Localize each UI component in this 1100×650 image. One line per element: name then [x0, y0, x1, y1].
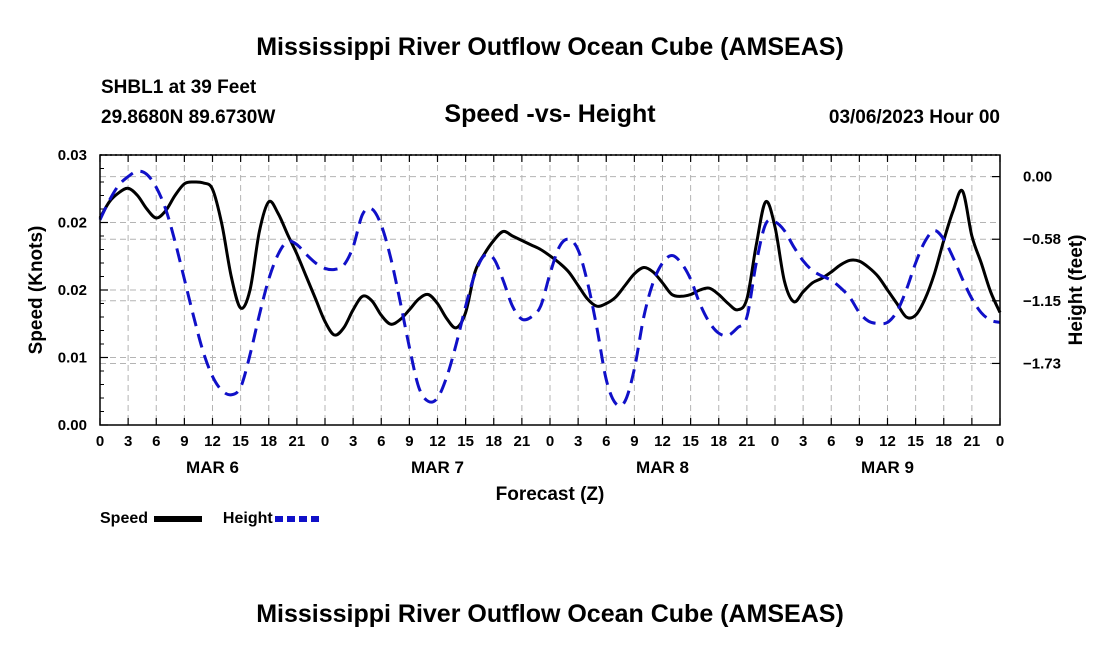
x-tick-label: 3 — [799, 433, 807, 450]
y2-tick-label: −1.73 — [1023, 355, 1061, 372]
x-tick-label: 6 — [377, 433, 385, 450]
x-tick-label: 12 — [429, 433, 446, 450]
x-tick-label: 21 — [739, 433, 756, 450]
footer-title: Mississippi River Outflow Ocean Cube (AM… — [256, 600, 844, 628]
x-tick-label: 15 — [682, 433, 699, 450]
x-tick-label: 21 — [289, 433, 306, 450]
x-tick-label: 0 — [321, 433, 329, 450]
x-tick-label: 0 — [96, 433, 104, 450]
x-tick-label: 9 — [630, 433, 638, 450]
x-tick-label: 0 — [771, 433, 779, 450]
forecast-date: 03/06/2023 Hour 00 — [828, 107, 1000, 128]
x-tick-label: 15 — [232, 433, 249, 450]
x-tick-label: 3 — [574, 433, 582, 450]
legend-speed-label: Speed — [100, 510, 149, 527]
legend-speed-swatch — [154, 515, 203, 522]
day-label: MAR 7 — [411, 458, 464, 477]
y-tick-label: 0.01 — [58, 350, 87, 367]
x-tick-label: 12 — [879, 433, 896, 450]
speed-height-chart: 0 3 6 9 12 15 18 21 0 3 6 9 12 15 18 21 0 3 6 9 12 15 18 21 0 3 6 9… — [26, 147, 1087, 505]
legend-height-label: Height — [222, 510, 273, 527]
y-tick-label: 0.02 — [58, 282, 87, 299]
y2-tick-label: −1.15 — [1023, 293, 1061, 310]
x-tick-label: 12 — [654, 433, 671, 450]
series-line-speed — [98, 180, 1002, 337]
y2-tick-label: −0.58 — [1023, 231, 1061, 248]
legend: Speed Height — [100, 510, 325, 528]
y2-tick-label: 0.00 — [1023, 169, 1052, 186]
x-tick-label: 21 — [964, 433, 981, 450]
x-tick-label: 15 — [907, 433, 924, 450]
series-layer — [98, 169, 1002, 408]
day-label: MAR 8 — [636, 458, 689, 477]
x-tick-label: 18 — [485, 433, 502, 450]
y-tick-label: 0.00 — [58, 417, 87, 434]
x-tick-label: 3 — [124, 433, 132, 450]
axis-ticks: 0 3 6 9 12 15 18 21 0 3 6 9 12 15 18 21 0 3 6 9 12 15 18 21 0 3 6 9… — [58, 147, 1061, 477]
x-axis-label: Forecast (Z) — [496, 484, 605, 505]
station-coordinates: 29.8680N 89.6730W — [101, 107, 276, 128]
y-tick-label: 0.02 — [58, 215, 87, 232]
x-tick-label: 21 — [514, 433, 531, 450]
x-tick-label: 3 — [349, 433, 357, 450]
legend-height-swatch — [274, 515, 323, 522]
x-tick-label: 9 — [855, 433, 863, 450]
x-tick-label: 15 — [457, 433, 474, 450]
y-axis-label: Speed (Knots) — [26, 226, 47, 355]
x-tick-label: 12 — [204, 433, 221, 450]
x-tick-label: 18 — [260, 433, 277, 450]
y2-axis-label: Height (feet) — [1066, 235, 1087, 346]
y-tick-label: 0.03 — [58, 147, 87, 164]
x-tick-label: 9 — [405, 433, 413, 450]
x-tick-label: 6 — [602, 433, 610, 450]
chart-title: Mississippi River Outflow Ocean Cube (AM… — [256, 33, 844, 61]
x-tick-label: 0 — [996, 433, 1004, 450]
grid — [100, 155, 1000, 425]
day-label: MAR 9 — [861, 458, 914, 477]
x-tick-label: 6 — [152, 433, 160, 450]
station-label: SHBL1 at 39 Feet — [101, 77, 257, 98]
chart-subtitle: Speed -vs- Height — [444, 100, 656, 128]
x-tick-label: 18 — [935, 433, 952, 450]
x-tick-label: 6 — [827, 433, 835, 450]
x-tick-label: 18 — [710, 433, 727, 450]
x-tick-label: 9 — [180, 433, 188, 450]
series-line-height — [98, 169, 1001, 408]
x-tick-label: 0 — [546, 433, 554, 450]
day-label: MAR 6 — [186, 458, 239, 477]
